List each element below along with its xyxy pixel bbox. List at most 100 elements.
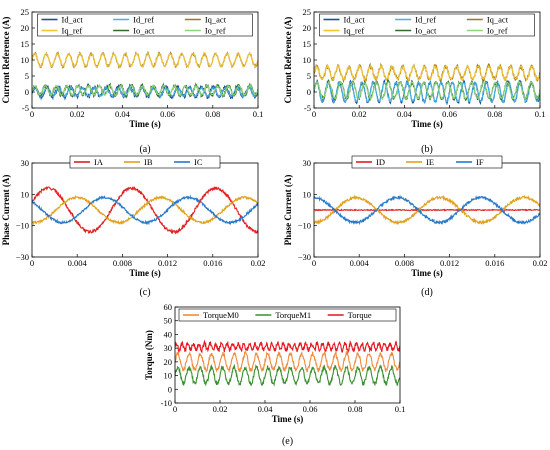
x-tick-label: 0.02	[533, 258, 548, 268]
x-axis-label: Time (s)	[129, 268, 161, 278]
y-tick-label: 25	[21, 7, 30, 17]
y-tick-label: 30	[21, 158, 30, 168]
series-line-io-ref	[32, 84, 258, 97]
y-tick-label: 5	[307, 71, 311, 81]
x-tick-label: 0.012	[158, 258, 177, 268]
y-axis-label: Phase Current (A)	[1, 175, 11, 246]
x-axis-label: Time (s)	[411, 119, 443, 129]
y-axis-label: Current Reference (A)	[283, 17, 293, 104]
legend-label: Io_ref	[205, 26, 226, 36]
x-tick-label: 0.02	[213, 404, 228, 414]
x-tick-label: 0.04	[397, 109, 413, 119]
series-line-io-ref	[314, 80, 540, 101]
y-tick-label: 10	[303, 55, 312, 65]
legend: TorqueM0 TorqueM1 Torque	[178, 308, 397, 322]
x-tick-label: 0.04	[115, 109, 131, 119]
plot-area	[175, 339, 400, 387]
legend-label: TorqueM1	[275, 310, 311, 320]
y-tick-label: −10	[298, 221, 311, 231]
chart-c: 0 0.004 0.008 0.012 0.016 0.02 −30 −10 10 30 Time …	[1, 155, 266, 298]
y-tick-label: 50	[164, 316, 173, 326]
y-tick-label: 20	[303, 23, 312, 33]
series-line-ib	[32, 194, 258, 226]
chart-d: 0 0.004 0.008 0.012 0.016 0.02 −30 −10 10 30 Time …	[283, 155, 548, 298]
x-tick-label: 0.004	[68, 258, 88, 268]
panel-caption: (e)	[282, 436, 293, 447]
series-line-id	[314, 208, 540, 212]
legend-label: Iq_act	[487, 15, 509, 25]
legend-box	[351, 155, 503, 169]
x-tick-label: 0.04	[258, 404, 274, 414]
y-tick-label: 10	[21, 55, 30, 65]
y-tick-label: -10	[161, 398, 172, 408]
series-line-ia	[32, 185, 258, 235]
x-axis-label: Time (s)	[411, 268, 443, 278]
y-tick-label: 30	[164, 343, 173, 353]
y-tick-label: −30	[298, 252, 311, 262]
x-tick-label: 0.008	[395, 258, 414, 268]
panel-caption: (a)	[139, 144, 150, 155]
legend-label: Iq_ref	[62, 26, 83, 36]
y-tick-label: -5	[304, 103, 311, 113]
y-tick-label: 10	[303, 189, 312, 199]
panel-caption: (d)	[421, 287, 433, 298]
x-tick-label: 0	[312, 258, 316, 268]
y-tick-label: −10	[16, 221, 29, 231]
legend: Id_act Id_ref Iq_act Iq_ref Io_act Io_ref	[319, 13, 535, 37]
series-line-torque	[175, 339, 400, 355]
y-tick-label: 0	[25, 87, 29, 97]
y-tick-label: 0	[168, 384, 172, 394]
legend-label: ID	[376, 157, 385, 167]
x-tick-label: 0	[30, 258, 34, 268]
legend-label: Iq_act	[205, 15, 227, 25]
legend-box	[178, 308, 397, 322]
x-tick-label: 0.02	[70, 109, 85, 119]
x-tick-label: 0.08	[205, 109, 220, 119]
y-tick-label: 60	[164, 302, 173, 312]
x-tick-label: 0.008	[113, 258, 132, 268]
series-line-torquem1	[175, 363, 400, 387]
x-tick-label: 0.016	[203, 258, 222, 268]
y-tick-label: 10	[164, 371, 173, 381]
series-line-if	[314, 194, 540, 226]
y-tick-label: 5	[25, 71, 29, 81]
x-tick-label: 0.1	[535, 109, 546, 119]
legend-label: Io_act	[133, 26, 155, 36]
legend: ID IE IF	[351, 155, 503, 169]
legend-label: IC	[194, 157, 203, 167]
x-tick-label: 0.02	[251, 258, 266, 268]
y-tick-label: 40	[164, 329, 173, 339]
plot-area	[32, 50, 258, 101]
x-tick-label: 0.08	[487, 109, 502, 119]
chart-e: 0 0.02 0.04 0.06 0.08 0.1-100102030405060Time…	[144, 302, 405, 447]
y-tick-label: 10	[21, 189, 30, 199]
y-tick-label: 15	[21, 39, 30, 49]
x-tick-label: 0.004	[350, 258, 370, 268]
y-tick-label: 20	[164, 357, 173, 367]
x-tick-label: 0	[173, 404, 177, 414]
y-tick-label: -5	[22, 103, 29, 113]
legend: Id_act Id_ref Iq_act Iq_ref Io_act Io_ref	[37, 13, 253, 37]
legend-label: Id_ref	[415, 15, 436, 25]
x-tick-label: 0	[312, 109, 316, 119]
plot-frame	[174, 306, 401, 404]
legend-label: IA	[94, 157, 104, 167]
legend-label: Io_act	[415, 26, 437, 36]
plot-area	[32, 185, 258, 235]
x-tick-label: 0.012	[440, 258, 459, 268]
y-tick-label: 30	[303, 158, 312, 168]
plot-area	[314, 194, 540, 226]
y-axis-label: Current Reference (A)	[1, 17, 11, 104]
x-tick-label: 0.08	[348, 404, 363, 414]
x-tick-label: 0.1	[395, 404, 406, 414]
plot-area	[314, 62, 540, 106]
legend-label: Iq_ref	[344, 26, 365, 36]
legend-box	[69, 155, 221, 169]
x-tick-label: 0.06	[303, 404, 318, 414]
panel-caption: (c)	[139, 287, 150, 298]
series-line-iq-ref	[32, 52, 258, 68]
x-tick-label: 0.02	[352, 109, 367, 119]
y-axis-label: Torque (Nm)	[144, 330, 154, 380]
